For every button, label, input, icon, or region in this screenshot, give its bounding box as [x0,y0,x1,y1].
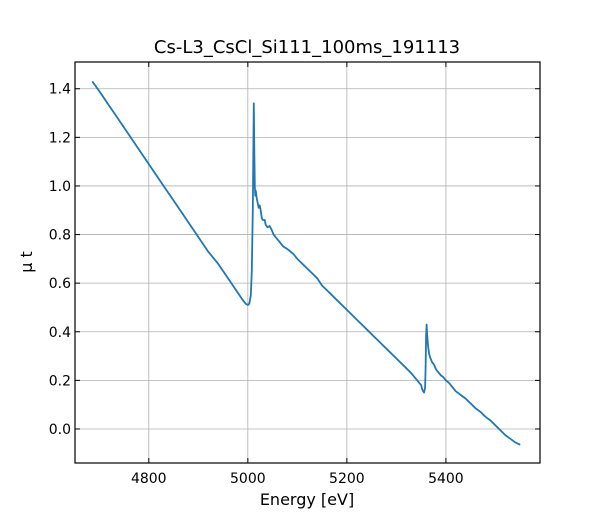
y-axis-label: μ t [17,251,36,273]
x-tick-label: 4800 [131,471,167,487]
x-tick-label: 5200 [329,471,365,487]
x-axis-label: Energy [eV] [260,490,354,509]
x-tick-label: 5000 [230,471,266,487]
y-tick-label: 0.8 [49,228,71,244]
y-tick-label: 0.4 [49,325,71,341]
y-tick-label: 1.4 [49,82,71,98]
chart-title: Cs-L3_CsCl_Si111_100ms_191113 [154,37,460,58]
series-line [91,80,521,446]
x-tick-label: 5400 [428,471,464,487]
grid [75,62,540,463]
y-tick-label: 1.0 [49,179,71,195]
y-tick-label: 1.2 [49,130,71,146]
plot-area [91,80,521,446]
axis-ticks: 4800 5000 5200 5400 0.0 0.2 0.4 0.6 0.8 1.0 1.2 1.4 [49,62,540,487]
y-tick-label: 0.6 [49,276,71,292]
y-tick-label: 0.2 [49,373,71,389]
plot-frame [74,61,541,464]
y-tick-label: 0.0 [49,422,71,438]
